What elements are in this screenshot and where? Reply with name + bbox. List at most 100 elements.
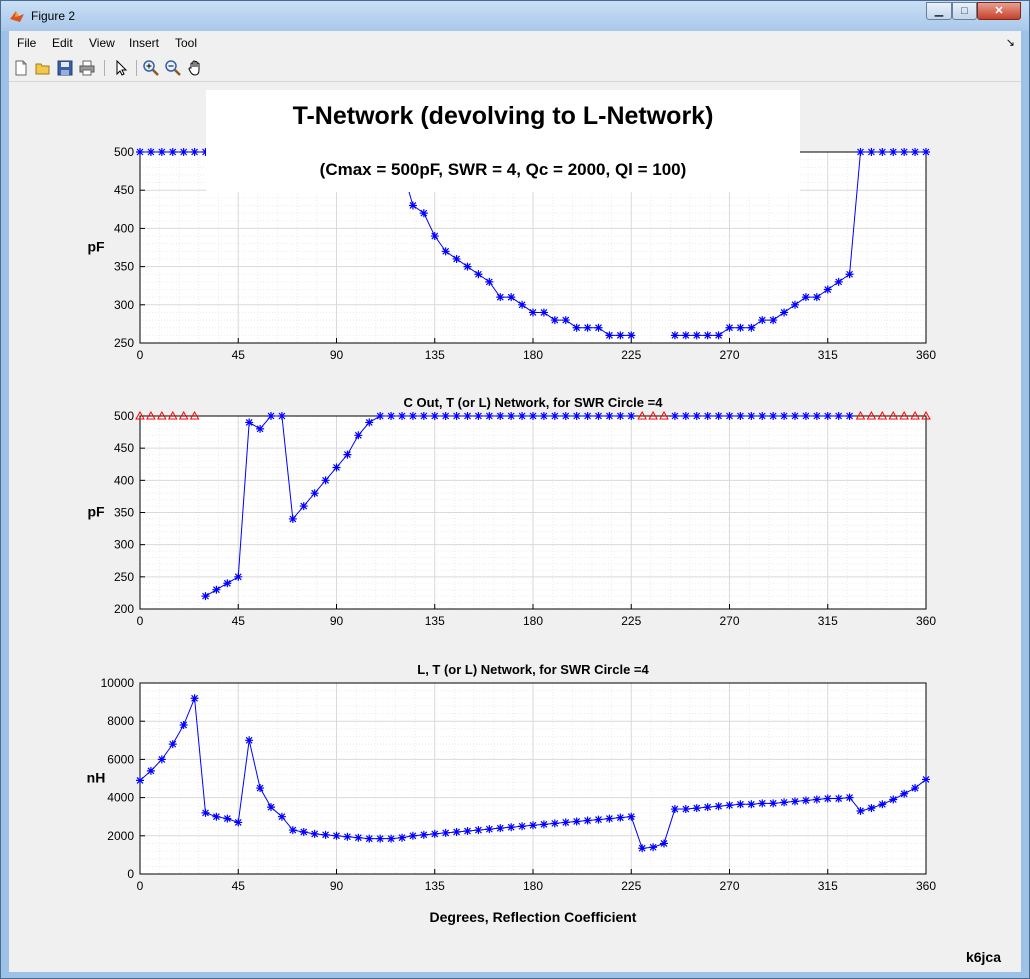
close-button[interactable]: ✕ — [977, 2, 1021, 20]
y-tick-label: 350 — [114, 260, 134, 274]
data-point-marker — [463, 827, 472, 836]
maximize-icon: □ — [961, 5, 968, 17]
x-tick-label: 270 — [719, 348, 739, 362]
zoom-in-icon[interactable] — [142, 59, 160, 77]
y-tick-label: 300 — [114, 298, 134, 312]
data-point-marker — [703, 412, 712, 420]
dock-arrow-icon[interactable]: ↘ — [1005, 37, 1015, 49]
data-point-marker — [747, 412, 756, 420]
data-point-marker — [157, 755, 166, 764]
save-icon[interactable] — [56, 59, 74, 77]
data-point-marker — [223, 814, 232, 823]
series-line — [205, 415, 632, 597]
data-point-marker — [179, 148, 188, 156]
figure-toolbar — [9, 55, 1021, 82]
data-point-marker — [638, 844, 647, 853]
print-icon[interactable] — [78, 59, 96, 77]
data-point-marker — [681, 331, 690, 340]
x-tick-label: 315 — [818, 879, 838, 893]
data-point-marker — [179, 721, 188, 730]
limit-marker — [855, 410, 866, 420]
data-point-marker — [627, 331, 636, 340]
x-tick-label: 180 — [523, 614, 543, 628]
x-tick-label: 180 — [523, 879, 543, 893]
menu-edit[interactable]: Edit — [52, 36, 73, 50]
data-point-marker — [714, 331, 723, 340]
open-icon[interactable] — [34, 59, 52, 77]
menu-insert[interactable]: Insert — [129, 36, 160, 50]
data-point-marker — [321, 830, 330, 839]
data-point-marker — [834, 794, 843, 803]
data-point-marker — [343, 450, 352, 459]
limit-marker — [178, 410, 189, 420]
data-point-marker — [234, 818, 243, 827]
data-point-marker — [310, 829, 319, 838]
data-point-marker — [201, 592, 210, 601]
data-point-marker — [419, 412, 428, 420]
data-point-marker — [146, 766, 155, 775]
data-point-marker — [365, 418, 374, 427]
axes-title: L, T (or L) Network, for SWR Circle =4 — [417, 662, 649, 677]
data-point-marker — [354, 833, 363, 842]
maximize-button[interactable]: □ — [952, 2, 977, 20]
data-point-marker — [430, 829, 439, 838]
data-point-marker — [299, 827, 308, 836]
data-point-marker — [561, 818, 570, 827]
toolbar-separator — [104, 60, 105, 76]
limit-marker — [888, 410, 899, 420]
data-point-marker — [452, 827, 461, 836]
data-point-marker — [911, 784, 920, 793]
x-tick-label: 135 — [425, 348, 445, 362]
data-point-marker — [834, 412, 843, 420]
x-tick-label: 0 — [137, 348, 144, 362]
data-point-marker — [670, 412, 679, 420]
minimize-icon: ▁ — [934, 5, 944, 17]
x-tick-label: 270 — [719, 614, 739, 628]
data-point-marker — [463, 412, 472, 420]
limit-marker — [877, 410, 888, 420]
data-point-marker — [267, 803, 275, 812]
data-point-marker — [332, 831, 341, 840]
data-point-marker — [539, 308, 548, 317]
data-point-marker — [310, 489, 319, 498]
data-point-marker — [572, 323, 581, 332]
data-point-marker — [387, 412, 396, 420]
x-tick-label: 360 — [916, 348, 936, 362]
data-point-marker — [725, 801, 734, 810]
title-bar[interactable]: Figure 2 ▁ □ ✕ — [1, 1, 1029, 31]
data-point-marker — [419, 209, 428, 218]
data-point-marker — [223, 579, 232, 588]
data-point-marker — [616, 412, 625, 420]
minimize-button[interactable]: ▁ — [926, 2, 952, 20]
data-point-marker — [256, 784, 265, 793]
data-point-marker — [550, 412, 559, 420]
data-point-marker — [911, 148, 920, 156]
menu-view[interactable]: View — [89, 36, 115, 50]
data-point-marker — [703, 803, 712, 812]
data-point-marker — [692, 804, 701, 813]
limit-marker — [135, 410, 145, 420]
x-tick-label: 90 — [330, 879, 344, 893]
pointer-icon[interactable] — [112, 59, 130, 77]
zoom-out-icon[interactable] — [164, 59, 182, 77]
limit-marker — [899, 410, 910, 420]
new-figure-icon[interactable] — [12, 59, 30, 77]
data-point-marker — [321, 476, 330, 485]
data-point-marker — [190, 148, 199, 156]
pan-icon[interactable] — [186, 59, 204, 77]
data-point-marker — [234, 572, 243, 581]
data-point-marker — [496, 293, 505, 302]
x-tick-label: 45 — [232, 879, 246, 893]
menu-file[interactable]: File — [17, 36, 37, 50]
x-tick-label: 315 — [818, 614, 838, 628]
data-point-marker — [769, 799, 778, 808]
data-point-marker — [801, 796, 810, 805]
data-point-marker — [605, 814, 614, 823]
data-point-marker — [889, 148, 898, 156]
menu-tools[interactable]: Tool — [175, 36, 198, 50]
credit-label: k6jca — [966, 949, 1001, 965]
data-point-marker — [507, 823, 516, 832]
data-point-marker — [441, 828, 450, 837]
data-point-marker — [496, 412, 505, 420]
data-point-marker — [277, 812, 286, 821]
